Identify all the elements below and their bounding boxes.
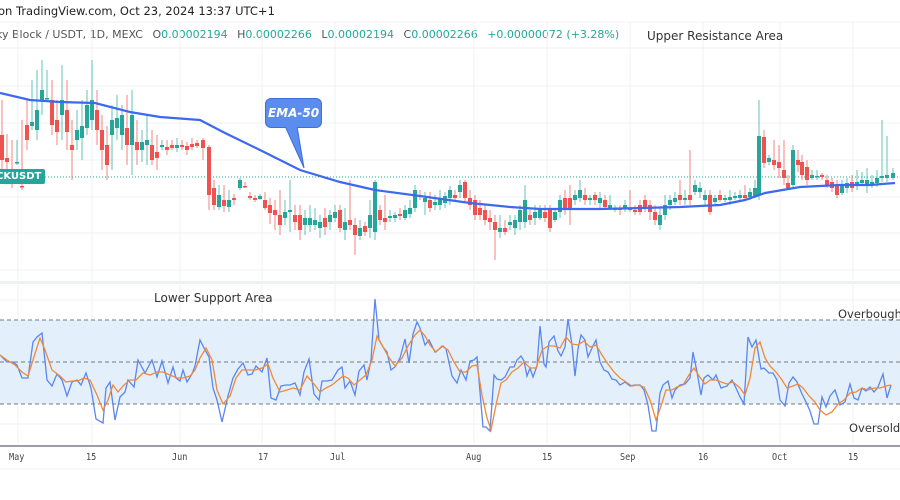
close-value: 0.00002266	[411, 28, 478, 41]
oversold-label: Oversold	[849, 421, 900, 435]
overbought-label: Overbought	[838, 307, 900, 321]
candlesticks	[0, 60, 900, 260]
x-tick-1: 15	[86, 452, 97, 463]
low-value: 0.00002194	[327, 28, 395, 41]
change-value: +0.00000072 (+3.28%)	[487, 28, 620, 41]
x-tick-7: Sep	[620, 452, 636, 463]
x-tick-8: 16	[698, 452, 709, 463]
x-tick-6: 15	[542, 452, 553, 463]
x-tick-2: Jun	[172, 452, 188, 463]
close-label: C	[403, 28, 412, 41]
symbol-price-badge: CKUSDT	[0, 169, 46, 184]
x-tick-5: Aug	[466, 452, 482, 463]
pane-separators	[0, 21, 900, 470]
upper-resistance-label: Upper Resistance Area	[647, 29, 784, 43]
open-label: O	[152, 28, 162, 41]
high-label: H	[237, 28, 246, 41]
rsi-band	[0, 319, 900, 405]
x-tick-4: Jul	[330, 452, 346, 463]
ema-50-callout: EMA-50	[265, 98, 322, 128]
lower-support-label: Lower Support Area	[154, 291, 273, 305]
open-value: 0.00002194	[161, 28, 228, 41]
rsi-lines	[0, 298, 892, 433]
x-tick-0: May	[9, 452, 25, 463]
ema-50-line	[0, 91, 896, 211]
x-tick-3: 17	[258, 452, 269, 463]
symbol-label: ky Block / USDT, 1D, MEXC	[0, 28, 143, 41]
symbol-ohlc-line: ky Block / USDT, 1D, MEXC O0.00002194 H0…	[0, 28, 619, 41]
x-tick-9: Oct	[772, 452, 788, 463]
source-line: on TradingView.com, Oct 23, 2024 13:37 U…	[0, 4, 275, 18]
low-label: L	[321, 28, 328, 41]
x-tick-10: 15	[848, 452, 859, 463]
